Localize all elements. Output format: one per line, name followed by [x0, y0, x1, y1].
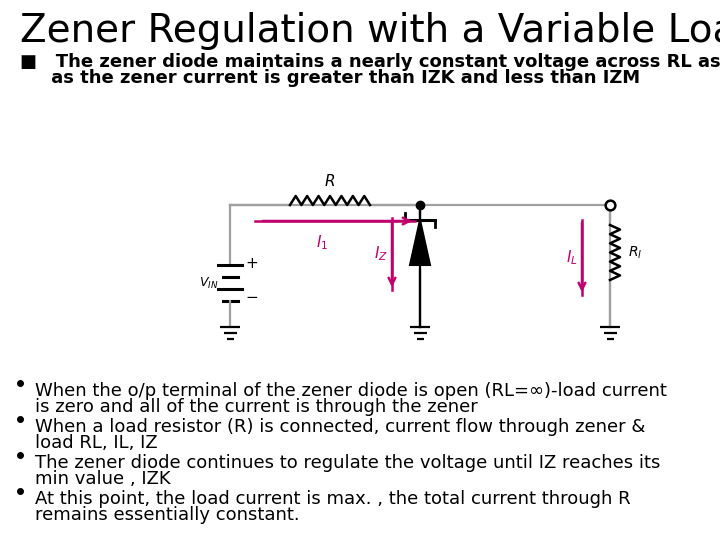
Text: $I_1$: $I_1$ — [316, 233, 328, 252]
Text: At this point, the load current is max. , the total current through R: At this point, the load current is max. … — [35, 490, 631, 508]
Text: load RL, IL, IZ: load RL, IL, IZ — [35, 434, 158, 452]
Text: Zener Regulation with a Variable Load: Zener Regulation with a Variable Load — [20, 12, 720, 50]
Text: $I_L$: $I_L$ — [566, 248, 578, 267]
Text: $R_l$: $R_l$ — [628, 244, 642, 261]
Text: −: − — [245, 291, 258, 306]
Text: ■   The zener diode maintains a nearly constant voltage across RL as long: ■ The zener diode maintains a nearly con… — [20, 53, 720, 71]
Text: as the zener current is greater than IZK and less than IZM: as the zener current is greater than IZK… — [20, 69, 640, 87]
Text: $I_Z$: $I_Z$ — [374, 245, 388, 264]
Text: +: + — [245, 256, 258, 272]
Text: min value , IZK: min value , IZK — [35, 470, 171, 488]
Polygon shape — [410, 220, 430, 265]
Text: The zener diode continues to regulate the voltage until IZ reaches its: The zener diode continues to regulate th… — [35, 454, 660, 472]
Text: remains essentially constant.: remains essentially constant. — [35, 506, 300, 524]
Text: is zero and all of the current is through the zener: is zero and all of the current is throug… — [35, 398, 478, 416]
Text: R: R — [325, 174, 336, 189]
Text: $V_{IN}$: $V_{IN}$ — [199, 275, 218, 291]
Text: When a load resistor (R) is connected, current flow through zener &: When a load resistor (R) is connected, c… — [35, 418, 645, 436]
Text: When the o/p terminal of the zener diode is open (RL=∞)-load current: When the o/p terminal of the zener diode… — [35, 382, 667, 400]
